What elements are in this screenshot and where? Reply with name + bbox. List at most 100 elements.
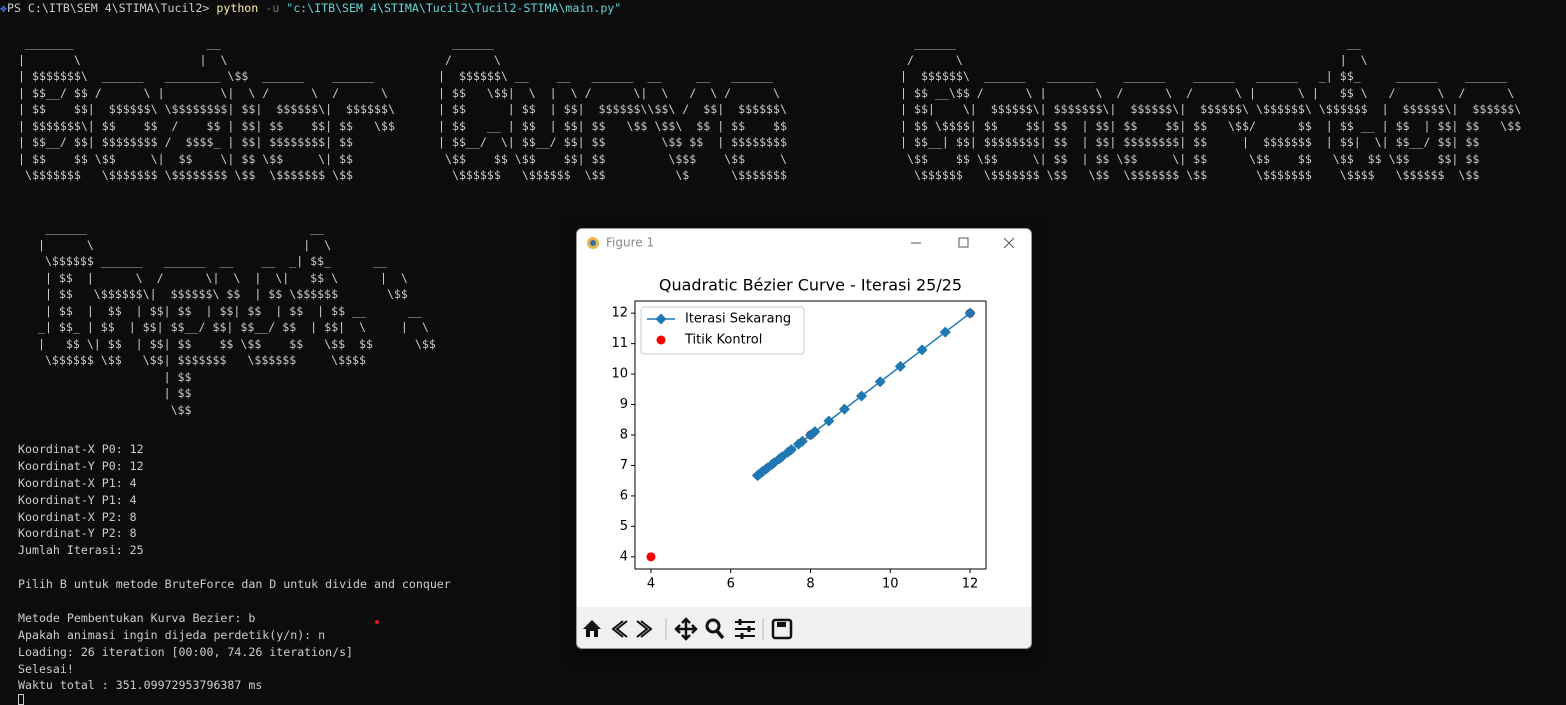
- banner-line: | $$$$$$$\ ______ ________ \$$ ______ __…: [18, 69, 374, 83]
- banner-line: | $$| \| $$$$$$\| $$$$$$$\| $$$$$$\| $$$…: [900, 102, 1522, 116]
- output-line: Koordinat-X P1: 4: [18, 475, 137, 490]
- output-line: Waktu total : 351.09972953796387 ms: [18, 678, 263, 693]
- banner-word: ______ / \ | $$$$$$\ __ __ ______ __ __ _…: [438, 35, 787, 184]
- curve-point: [755, 466, 767, 478]
- dot: [375, 620, 379, 624]
- output-line: Koordinat-Y P0: 12: [18, 458, 144, 473]
- y-tick-label: 4: [620, 549, 628, 564]
- banner-line: \$$$$$$ \$$$$$$ \$$ \$ \$$$$$$$: [438, 168, 788, 182]
- config-button[interactable]: [735, 621, 755, 637]
- x-tick-label: 6: [727, 577, 735, 592]
- window-title: Figure 1: [606, 236, 654, 250]
- title-bar: [577, 229, 1031, 257]
- output-line: Metode Pembentukan Kurva Bezier: b: [18, 610, 256, 625]
- banner-line: _| $$_ | $$ | $$| $$__/ $$| $$__/ $$ | $…: [24, 320, 429, 334]
- banner-line: | $$__| $$| $$$$$$$$| $$ | $$| $$$$$$$$|…: [900, 135, 1480, 149]
- y-tick-label: 9: [620, 397, 628, 412]
- y-tick-label: 5: [620, 519, 628, 534]
- legend-marker: [655, 313, 667, 325]
- axes-frame: [634, 300, 987, 570]
- x-tick-label: 12: [962, 577, 979, 592]
- banner-line: | \ | \: [18, 52, 228, 67]
- home-button[interactable]: [583, 620, 601, 637]
- curve-point: [805, 429, 816, 441]
- banner-line: | $$$$$$\ __ __ ______ __ __ ______: [438, 69, 774, 83]
- banner-line: | $$__/ $$ / \ | \| \ / \ / \: [18, 85, 388, 100]
- curve-point: [964, 307, 976, 319]
- banner-line: | \ | \: [24, 237, 332, 252]
- x-tick-label: 10: [882, 577, 899, 592]
- path: "c:\ITB\SEM 4\STIMA\Tucil2\Tucil2-STIMA\…: [286, 1, 622, 15]
- legend-marker: [656, 335, 666, 345]
- maximize[interactable]: [958, 237, 969, 248]
- banner-line: | $$: [24, 369, 192, 384]
- banner-line: | $$ | $$ | $$| $$ | $$| $$ | $$ | $$ __…: [24, 303, 422, 318]
- pan-button[interactable]: [674, 617, 698, 641]
- config-knobs: [738, 619, 751, 639]
- y-tick-label: 11: [611, 336, 628, 351]
- input-banner: ______ __ | \ | \ \$$$$$$ ______ ______ …: [24, 220, 436, 418]
- output-line: Selesai!: [18, 661, 74, 676]
- banner-line: \$$$$$$$ \$$$$$$$ \$$$$$$$$ \$$ \$$$$$$$…: [18, 168, 354, 182]
- banner-line: | $$ __ | $$ | $$| $$ \$$ \$$\ $$ | $$ $…: [438, 118, 788, 133]
- curve-point: [838, 403, 850, 415]
- figure: Figure 1 Quadratic Bézier Curve - Iteras…: [577, 229, 1031, 648]
- y-tick-label: 8: [620, 428, 628, 443]
- back-button[interactable]: [611, 620, 628, 638]
- banner-line: ______ __: [900, 36, 1361, 50]
- banner-line: ______: [438, 36, 494, 50]
- banner-line: _______ __: [18, 36, 221, 50]
- banner-line: ______ __: [24, 221, 325, 235]
- forward-button[interactable]: [636, 620, 653, 638]
- y-tick-label: 10: [611, 367, 628, 382]
- banner-line: | $$ $$ \$$ \| $$ \| $$ \$$ \| $$: [18, 151, 354, 166]
- blank-line: [18, 559, 451, 576]
- control-point: [646, 552, 656, 562]
- banner-line: | $$$$$$\ ______ _______ ______ ______ _…: [900, 69, 1508, 83]
- output-line: Koordinat-Y P1: 4: [18, 492, 137, 507]
- banner-line: \$$$$$$ ______ ______ __ __ _| $$_ __: [24, 254, 387, 268]
- banner-line: | $$ __\$$ / \ | \ / \ / \ | \ | $$ \ / …: [900, 85, 1515, 100]
- prompt: PS C:\ITB\SEM 4\STIMA\Tucil2>: [6, 1, 210, 15]
- figure-window: Figure 1 Quadratic Bézier Curve - Iteras…: [576, 228, 1032, 649]
- curve-point: [916, 344, 928, 356]
- y-tick-label: 7: [620, 458, 628, 473]
- banner-line: \$$ $$ \$$ $$| $$ \$$$ \$$ \: [438, 151, 788, 166]
- save-button[interactable]: [771, 618, 793, 640]
- curve-point: [760, 463, 772, 475]
- curve-point: [894, 360, 906, 372]
- banner-line: \$$: [24, 402, 192, 417]
- chart-title: Quadratic Bézier Curve - Iterasi 25/25: [659, 276, 962, 295]
- banner-line: | $$ | $$ | $$| $$$$$$\\$$\ / $$| $$$$$$…: [438, 102, 788, 116]
- banner-word: _______ __ | \ | \ | $$$$$$$\ ______ _____…: [18, 35, 395, 184]
- prompt-line: ❖PS C:\ITB\SEM 4\STIMA\Tucil2> python -u…: [0, 1, 622, 15]
- curve-point: [782, 446, 794, 458]
- x-tick-label: 8: [806, 577, 814, 592]
- banner-line: | $$__/ $$| $$$$$$$$ / $$$$_ | $$| $$$$$…: [18, 135, 354, 149]
- flag: -u: [265, 1, 280, 15]
- banner-line: | $$ | \ / \| \ | \| $$ \ | \: [24, 270, 408, 285]
- banner-line: \$$ $$ \$$ \| $$ | $$ \$$ \| $$ \$$ $$ \…: [900, 151, 1480, 166]
- app-icon-inner: [590, 240, 596, 246]
- cursor: [18, 694, 24, 705]
- y-tick-label: 6: [620, 488, 628, 503]
- output-line: Koordinat-X P2: 8: [18, 509, 137, 524]
- curve-point: [823, 415, 835, 427]
- banner-line: \$$$$$$ \$$ \$$| $$$$$$$ \$$$$$$ \$$$$: [24, 353, 367, 367]
- zoom-button[interactable]: [705, 618, 721, 634]
- curve-point: [773, 453, 785, 465]
- toolbar: [577, 607, 1031, 648]
- curve-point: [809, 426, 821, 438]
- banner-line: | $$: [24, 386, 192, 400]
- curve-point: [856, 390, 868, 402]
- banner-line: | $$ \$$$$| $$ $$| $$ | $$| $$ $$| $$ \$…: [900, 118, 1522, 133]
- close[interactable]: [1003, 237, 1015, 249]
- blank-line: [18, 593, 451, 610]
- command: python: [216, 1, 259, 15]
- banner-line: | $$$$$$$\| $$ $$ / $$ | $$| $$ $$| $$ \…: [18, 118, 395, 133]
- curve-point: [793, 438, 805, 450]
- output-line: Pilih B untuk metode BruteForce dan D un…: [18, 577, 451, 592]
- banner-line: | $$ \$$| \ | \ / \| \ / \ / \: [438, 85, 781, 100]
- banner-line: | $$ \$$$$$$\| $$$$$$\ $$ | $$ \$$$$$$ \…: [24, 287, 408, 301]
